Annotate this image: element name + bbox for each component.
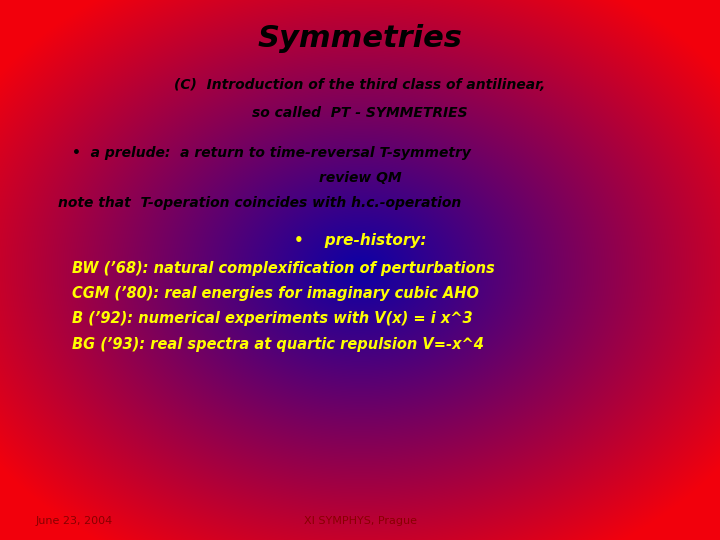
Text: XI SYMPHYS, Prague: XI SYMPHYS, Prague	[304, 516, 416, 526]
Text: so called  PT - SYMMETRIES: so called PT - SYMMETRIES	[252, 106, 468, 120]
Text: BW (’68): natural complexification of perturbations: BW (’68): natural complexification of pe…	[72, 261, 495, 276]
Text: CGM (’80): real energies for imaginary cubic AHO: CGM (’80): real energies for imaginary c…	[72, 286, 479, 301]
Text: •  a prelude:  a return to time-reversal T-symmetry: • a prelude: a return to time-reversal T…	[72, 146, 471, 160]
Text: review QM: review QM	[319, 171, 401, 185]
Text: (C)  Introduction of the third class of antilinear,: (C) Introduction of the third class of a…	[174, 78, 546, 92]
Text: B (’92): numerical experiments with V(x) = i x^3: B (’92): numerical experiments with V(x)…	[72, 312, 472, 326]
Text: Symmetries: Symmetries	[258, 24, 462, 53]
Text: note that  T-operation coincides with h.c.-operation: note that T-operation coincides with h.c…	[58, 196, 461, 210]
Text: June 23, 2004: June 23, 2004	[36, 516, 113, 526]
Text: •    pre-history:: • pre-history:	[294, 233, 426, 248]
Text: BG (’93): real spectra at quartic repulsion V=-x^4: BG (’93): real spectra at quartic repuls…	[72, 336, 484, 352]
